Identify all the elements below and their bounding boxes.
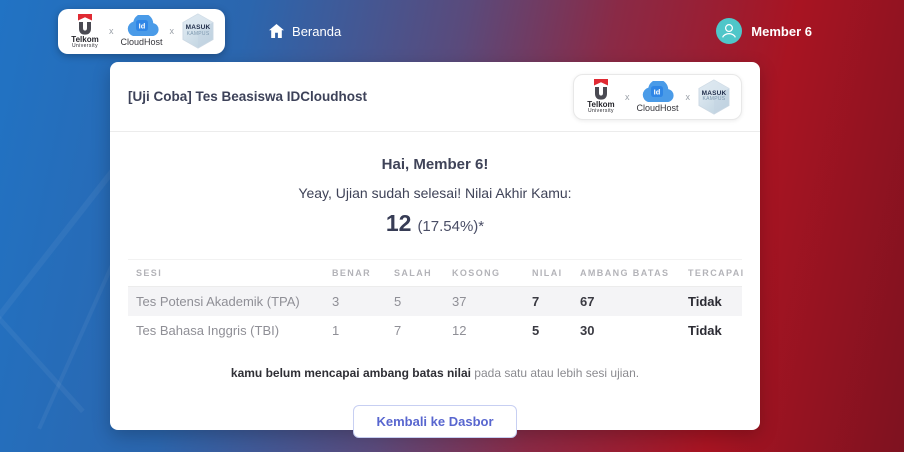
cell-ambang: 30 bbox=[580, 323, 595, 338]
user-name-label: Member 6 bbox=[751, 23, 812, 39]
telkom-flag-icon bbox=[78, 13, 92, 20]
telkom-wordmark: Telkom bbox=[71, 34, 99, 44]
cell-nilai: 7 bbox=[524, 286, 572, 316]
cell-sesi: Tes Potensi Akademik (TPA) bbox=[128, 286, 324, 316]
top-navbar: Telkom University x Id CloudHost x bbox=[0, 0, 904, 62]
col-sesi: SESI bbox=[128, 259, 324, 287]
threshold-note-bold: kamu belum mencapai ambang batas nilai bbox=[230, 366, 471, 380]
cell-ambang: 67 bbox=[572, 286, 680, 316]
col-benar: BENAR bbox=[324, 259, 386, 287]
logo-separator: x bbox=[169, 26, 175, 36]
col-tercapai: TERCAPAI bbox=[680, 259, 743, 287]
nav-item-beranda[interactable]: Beranda bbox=[269, 24, 341, 39]
idcloudhost-logo: Id CloudHost bbox=[121, 15, 163, 47]
threshold-note-rest: pada satu atau lebih sesi ujian. bbox=[470, 366, 640, 380]
exam-result-card: [Uji Coba] Tes Beasiswa IDCloudhost Telk… bbox=[110, 62, 760, 438]
score-percentage: (17.54%)* bbox=[417, 218, 485, 235]
cell-kosong: 12 bbox=[452, 323, 467, 338]
cell-tercapai: Tidak bbox=[680, 286, 742, 316]
telkom-u-icon bbox=[594, 87, 607, 100]
telkom-wordmark: Telkom bbox=[587, 100, 615, 109]
masuk-wordmark-line1: MASUK bbox=[701, 89, 727, 97]
cloud-icon: Id bbox=[643, 80, 675, 102]
col-kosong: KOSONG bbox=[444, 259, 524, 287]
partner-logos[interactable]: Telkom University x Id CloudHost x bbox=[58, 8, 226, 54]
masuk-wordmark-line2: KAMPUS bbox=[702, 96, 726, 103]
telkom-u-icon bbox=[79, 21, 91, 35]
table-row: Tes Bahasa Inggris (TBI) 1 7 12 5 30 Tid… bbox=[128, 316, 742, 345]
score-value: 12 bbox=[385, 210, 412, 236]
telkom-university-logo: Telkom University bbox=[68, 13, 102, 49]
result-subtitle: Yeay, Ujian sudah selesai! Nilai Akhir K… bbox=[298, 185, 572, 201]
col-salah: SALAH bbox=[386, 259, 444, 287]
final-score: 12 (17.54%)* bbox=[110, 210, 760, 237]
cloud-badge-text: Id bbox=[138, 21, 145, 30]
partner-logos: Telkom University x Id CloudHost x bbox=[572, 73, 742, 120]
telkom-sub-wordmark: University bbox=[72, 42, 98, 49]
masuk-cube-icon bbox=[182, 13, 214, 49]
masuk-kampus-logo: MASUK KAMPUS bbox=[697, 78, 731, 115]
cell-nilai: 5 bbox=[532, 323, 540, 338]
col-ambang-batas: AMBANG BATAS bbox=[572, 259, 680, 287]
card-header: [Uji Coba] Tes Beasiswa IDCloudhost Telk… bbox=[110, 62, 760, 132]
cloud-icon: Id bbox=[127, 15, 159, 37]
telkom-flag-icon bbox=[593, 79, 608, 86]
user-avatar bbox=[716, 18, 743, 44]
cloudhost-wordmark: CloudHost bbox=[636, 102, 679, 113]
threshold-note: kamu belum mencapai ambang batas nilai p… bbox=[110, 366, 760, 380]
telkom-sub-wordmark: University bbox=[587, 108, 614, 114]
logo-separator: x bbox=[624, 91, 630, 102]
nav-home-label: Beranda bbox=[292, 23, 342, 39]
cell-benar: 1 bbox=[332, 323, 340, 338]
cell-salah: 5 bbox=[386, 286, 444, 316]
cell-kosong: 37 bbox=[444, 286, 524, 316]
table-header-row: SESI BENAR SALAH KOSONG NILAI AMBANG BAT… bbox=[128, 259, 743, 287]
user-icon bbox=[722, 24, 737, 38]
logo-separator: x bbox=[109, 26, 114, 36]
telkom-university-logo: Telkom University bbox=[584, 79, 618, 114]
greeting-text: Hai, Member 6! bbox=[381, 156, 489, 173]
cloudhost-wordmark: CloudHost bbox=[120, 37, 163, 47]
session-results-table: SESI BENAR SALAH KOSONG NILAI AMBANG BAT… bbox=[128, 259, 743, 345]
back-to-dashboard-button[interactable]: Kembali ke Dasbor bbox=[353, 405, 517, 438]
masuk-kampus-logo: MASUK KAMPUS bbox=[181, 13, 215, 49]
masuk-cube-icon bbox=[698, 78, 730, 115]
cloud-badge-text: Id bbox=[654, 87, 661, 96]
user-menu[interactable]: Member 6 bbox=[716, 18, 812, 44]
table-row: Tes Potensi Akademik (TPA) 3 5 37 7 67 T… bbox=[128, 286, 742, 316]
masuk-wordmark-line1: MASUK bbox=[185, 24, 211, 32]
cell-tercapai: Tidak bbox=[688, 323, 722, 338]
cell-benar: 3 bbox=[324, 286, 386, 316]
col-nilai: NILAI bbox=[524, 259, 572, 287]
cell-sesi: Tes Bahasa Inggris (TBI) bbox=[136, 323, 280, 338]
masuk-wordmark-line2: KAMPUS bbox=[186, 30, 210, 37]
exam-title: [Uji Coba] Tes Beasiswa IDCloudhost bbox=[128, 89, 368, 104]
idcloudhost-logo: Id CloudHost bbox=[636, 80, 679, 113]
logo-separator: x bbox=[685, 91, 691, 102]
result-summary: Hai, Member 6! Yeay, Ujian sudah selesai… bbox=[110, 156, 760, 237]
home-icon bbox=[269, 24, 285, 38]
cell-salah: 7 bbox=[394, 323, 402, 338]
